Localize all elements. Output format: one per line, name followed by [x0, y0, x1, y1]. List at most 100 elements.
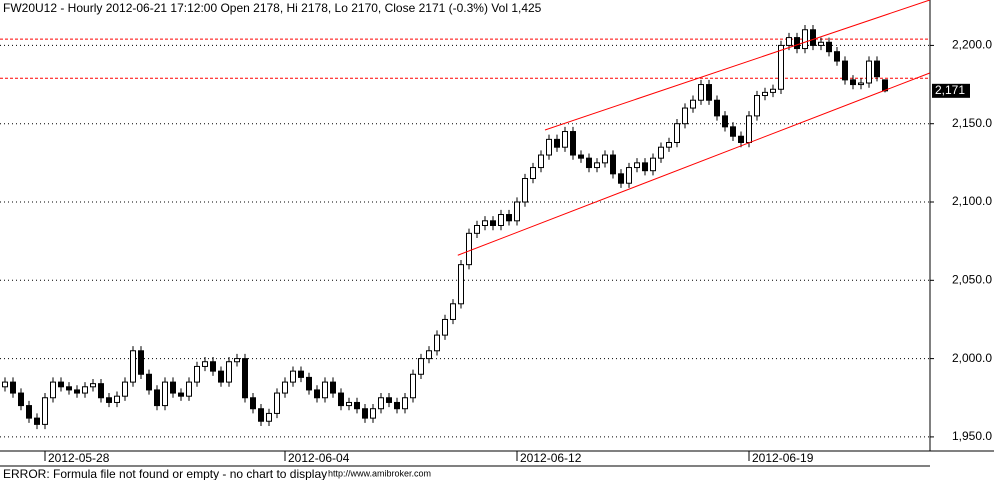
candle-body: [34, 417, 40, 425]
candle-body: [730, 126, 736, 137]
candle-body: [706, 84, 712, 101]
candle-body: [426, 350, 432, 360]
candle-body: [682, 107, 688, 125]
candle-body: [626, 167, 632, 184]
candle-body: [82, 386, 88, 394]
candle-body: [658, 146, 664, 159]
candle-body: [554, 138, 560, 148]
error-text: ERROR: Formula file not found or empty -…: [3, 467, 327, 480]
candle-body: [594, 162, 600, 169]
candle-body: [722, 115, 728, 128]
candle-body: [674, 123, 680, 144]
candle-body: [490, 220, 496, 226]
candle-body: [874, 60, 880, 78]
candle-body: [346, 401, 352, 407]
candle-body: [274, 392, 280, 414]
candle-body: [506, 214, 512, 222]
candle-body: [282, 381, 288, 394]
x-tick-label: 2012-06-04: [288, 451, 350, 465]
candle-body: [826, 41, 832, 53]
y-tick-label: 2,200.0: [952, 38, 992, 52]
candle-body: [458, 264, 464, 305]
candle-body: [306, 376, 312, 391]
candle-body: [690, 99, 696, 109]
candle-body: [370, 408, 376, 419]
candle-body: [130, 350, 136, 383]
candle-body: [666, 142, 672, 148]
candle-body: [18, 392, 24, 407]
candle-body: [538, 154, 544, 169]
title-box: [0, 0, 560, 18]
candle-body: [330, 381, 336, 394]
candle-body: [618, 173, 624, 184]
candle-body: [474, 225, 480, 234]
candle-body: [218, 370, 224, 383]
candle-body: [530, 167, 536, 180]
candle-body: [586, 157, 592, 169]
candle-body: [74, 389, 80, 394]
candle-body: [442, 318, 448, 336]
candle-body: [194, 365, 200, 383]
candle-body: [802, 29, 808, 50]
candle-body: [146, 373, 152, 391]
candle-body: [386, 397, 392, 403]
candle-body: [786, 37, 792, 46]
candle-body: [642, 162, 648, 172]
candle-body: [418, 358, 424, 375]
candle-body: [50, 381, 56, 399]
candle-body: [354, 401, 360, 410]
candle-body: [322, 381, 328, 399]
candle-body: [810, 29, 816, 46]
candle-body: [866, 60, 872, 84]
candle-body: [90, 383, 96, 388]
candle-body: [410, 373, 416, 399]
candle-body: [850, 79, 856, 86]
candle-body: [834, 51, 840, 62]
candle-body: [882, 79, 888, 92]
trend-line: [457, 72, 930, 256]
last-price-label: 2,171: [935, 83, 965, 97]
candle-body: [754, 95, 760, 117]
candle-body: [698, 84, 704, 101]
y-tick-label: 2,050.0: [952, 272, 992, 286]
candle-body: [2, 381, 8, 388]
candle-body: [10, 381, 16, 394]
candle-body: [778, 44, 784, 90]
x-tick-label: 2012-06-19: [752, 451, 814, 465]
candle-body: [570, 131, 576, 156]
candle-body: [746, 115, 752, 144]
candle-body: [122, 381, 128, 397]
candle-body: [818, 41, 824, 46]
candle-body: [858, 82, 864, 86]
candle-body: [138, 350, 144, 375]
watermark: http://www.amibroker.com: [328, 468, 431, 478]
candle-body: [162, 381, 168, 407]
candle-body: [290, 370, 296, 383]
candle-body: [154, 389, 160, 407]
candle-body: [378, 397, 384, 410]
y-tick-label: 2,100.0: [952, 194, 992, 208]
candle-body: [298, 370, 304, 378]
candle-body: [402, 397, 408, 410]
candle-body: [578, 154, 584, 159]
candle-body: [562, 131, 568, 148]
candle-body: [466, 232, 472, 266]
candle-body: [114, 395, 120, 403]
candle-body: [170, 381, 176, 394]
candle-body: [770, 88, 776, 93]
candle-body: [58, 381, 64, 388]
candle-body: [394, 401, 400, 410]
candle-body: [514, 201, 520, 222]
y-tick-label: 1,950.0: [952, 429, 992, 443]
candle-body: [234, 358, 240, 363]
candle-body: [762, 91, 768, 97]
candle-body: [546, 138, 552, 156]
candle-body: [26, 405, 32, 419]
candle-body: [338, 392, 344, 407]
trend-line: [544, 0, 930, 131]
last-price-box: [932, 83, 970, 98]
candle-body: [178, 392, 184, 397]
chart-title: FW20U12 - Hourly 2012-06-21 17:12:00 Ope…: [3, 1, 542, 15]
candle-body: [98, 383, 104, 399]
